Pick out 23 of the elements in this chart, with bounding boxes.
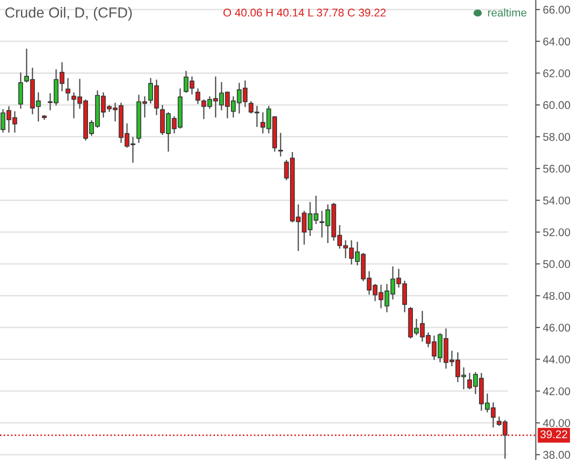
y-tick-label: 60.00	[543, 101, 570, 110]
y-tick-label: 66.00	[543, 6, 570, 14]
chart-title: Crude Oil, D, (CFD)	[5, 6, 132, 21]
y-tick-label: 48.00	[542, 292, 570, 300]
y-tick-label: 40.00	[542, 419, 570, 427]
y-tick-label: 56.00	[543, 164, 570, 173]
annotation: realtime	[488, 8, 526, 17]
candlestick	[196, 88, 200, 104]
y-tick-label: 38.00	[543, 450, 570, 459]
y-tick-label: 42.00	[542, 387, 570, 396]
y-tick-label: 64.00	[543, 38, 570, 46]
candlestick	[278, 132, 283, 156]
ref-line-label: 39.22	[540, 430, 568, 438]
candlestick	[18, 72, 24, 109]
y-tick-label: 52.00	[543, 228, 570, 236]
y-tick-label: 46.00	[542, 324, 570, 332]
y-tick-label: 54.00	[543, 196, 570, 204]
y-tick-label: 62.00	[543, 69, 570, 78]
y-tick-label: 50.00	[543, 260, 570, 268]
y-tick-label: 58.00	[543, 132, 570, 141]
candlestick	[66, 78, 70, 101]
y-tick-label: 44.00	[542, 356, 570, 364]
annotation: O 40.06 H 40.14 L 37.78 C 39.22	[223, 8, 386, 17]
